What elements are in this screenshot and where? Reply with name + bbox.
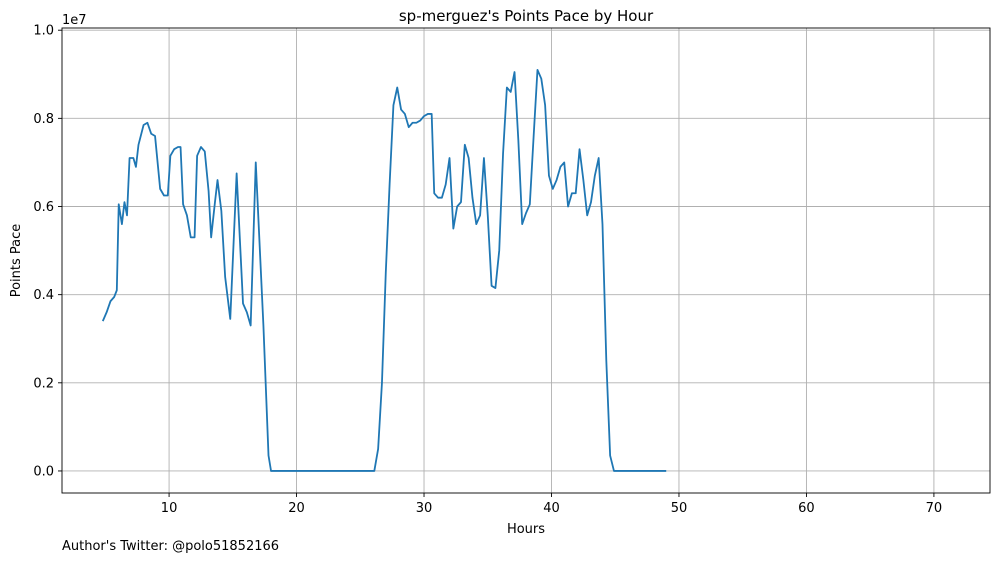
y-tick-label: 1.0 (33, 24, 54, 39)
y-tick-label: 0.4 (33, 288, 54, 303)
y-tick-label: 0.6 (33, 200, 54, 215)
grid (62, 28, 990, 493)
y-axis-label: Points Pace (9, 224, 24, 298)
series-line (101, 68, 667, 472)
x-tick-label: 10 (161, 501, 178, 516)
x-tick-label: 70 (926, 501, 943, 516)
x-axis-label: Hours (507, 522, 545, 537)
x-tick-label: 50 (671, 501, 688, 516)
y-tick-label: 0.8 (33, 112, 54, 127)
x-tick-label: 60 (798, 501, 815, 516)
x-tick-label: 20 (288, 501, 305, 516)
ticks: 10 20 30 40 50 60 70 0.0 0.2 0.4 0.6 0.8 1.0 (33, 24, 942, 516)
x-tick-label: 30 (416, 501, 433, 516)
y-tick-label: 0.0 (33, 464, 54, 479)
y-axis-offset-label: 1e7 (62, 13, 87, 28)
chart-title: sp-merguez's Points Pace by Hour (399, 7, 654, 25)
x-tick-label: 40 (543, 501, 560, 516)
author-footnote: Author's Twitter: @polo51852166 (62, 539, 279, 554)
y-tick-label: 0.2 (33, 376, 54, 391)
axes-frame (61, 27, 991, 494)
